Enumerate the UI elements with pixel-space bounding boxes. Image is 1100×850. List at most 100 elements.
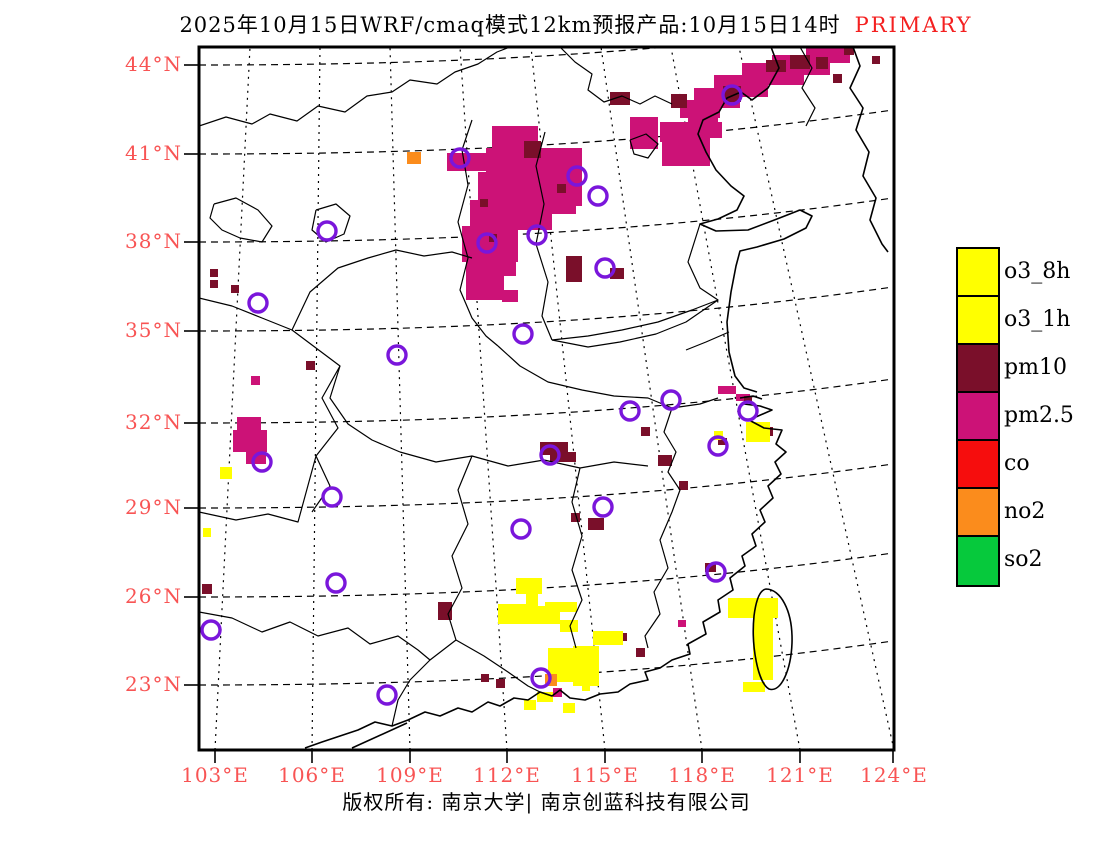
patch-pm10 <box>744 396 752 403</box>
lat-label-44n: 44°N <box>125 52 182 76</box>
page-title: 2025年10月15日WRF/cmaq模式12km预报产品:10月15日14时 P… <box>26 9 1100 39</box>
patch-o3 <box>560 620 578 632</box>
station-marker <box>200 619 222 641</box>
station-marker <box>316 220 338 242</box>
station-marker <box>376 684 398 706</box>
patch-pm10 <box>790 55 810 69</box>
lat-label-23n: 23°N <box>125 672 182 696</box>
station-marker <box>386 344 408 366</box>
station-marker <box>251 451 273 473</box>
patch-pm10 <box>658 455 672 466</box>
legend-swatch-o3-1h <box>956 295 1000 347</box>
lon-label-124e: 124°E <box>860 763 928 787</box>
patch-pm10 <box>679 481 688 490</box>
lat-label-35n: 35°N <box>125 318 182 342</box>
legend-label-no2: no2 <box>1004 499 1046 524</box>
legend-label-so2: so2 <box>1004 547 1043 572</box>
patch-pm10 <box>844 47 854 55</box>
patch-o3 <box>593 631 623 645</box>
patch-pm10 <box>718 438 727 445</box>
patch-pm10 <box>610 92 630 105</box>
station-marker <box>530 667 552 689</box>
patch-pm25 <box>502 290 518 302</box>
lon-label-112e: 112°E <box>473 763 541 787</box>
station-marker <box>321 486 343 508</box>
lat-label-32n: 32°N <box>125 410 182 434</box>
legend-swatch-pm25 <box>956 391 1000 443</box>
patch-pm10 <box>480 199 488 207</box>
station-marker <box>449 147 471 169</box>
patch-pm10 <box>496 679 505 688</box>
patch-pm25 <box>700 122 722 138</box>
patch-pm25 <box>233 430 267 452</box>
lat-label-29n: 29°N <box>125 495 182 519</box>
copyright-text: 版权所有: 南京大学| 南京创蓝科技有限公司 <box>342 790 751 814</box>
patch-pm10 <box>705 563 716 572</box>
patch-pm10 <box>481 674 489 682</box>
legend-label-pm25: pm2.5 <box>1004 403 1074 428</box>
lat-label-26n: 26°N <box>125 584 182 608</box>
latitude-ticks <box>184 64 199 686</box>
patch-o3 <box>753 616 773 680</box>
patch-pm10 <box>231 285 239 293</box>
patch-pm10 <box>571 513 580 522</box>
lat-label-38n: 38°N <box>125 229 182 253</box>
station-marker <box>594 257 616 279</box>
station-marker <box>707 435 729 457</box>
station-marker <box>247 292 269 314</box>
title-pollutant-tag: PRIMARY <box>854 13 973 37</box>
lon-label-118e: 118°E <box>668 763 736 787</box>
patch-pm10 <box>641 427 650 436</box>
patch-pm25 <box>662 138 710 166</box>
patch-o3 <box>743 682 765 692</box>
legend-swatch-no2 <box>956 487 1000 539</box>
station-marker <box>660 389 682 411</box>
legend-label-o3-8h: o3_8h <box>1004 259 1071 284</box>
lon-label-121e: 121°E <box>766 763 834 787</box>
patch-pm10 <box>210 280 218 288</box>
station-marker <box>619 400 641 422</box>
patch-pm25 <box>490 252 516 276</box>
patch-o3 <box>220 467 232 479</box>
station-marker <box>526 224 548 246</box>
station-marker <box>587 185 609 207</box>
patch-pm25 <box>237 417 261 433</box>
title-text: 2025年10月15日WRF/cmaq模式12km预报产品:10月15日14时 <box>179 13 841 37</box>
station-marker <box>721 84 743 106</box>
latitude-gridlines <box>199 47 894 686</box>
legend-label-pm10: pm10 <box>1004 355 1067 380</box>
station-markers <box>200 84 759 706</box>
patch-pm25 <box>251 376 260 385</box>
map-frame <box>197 45 896 752</box>
patch-pm10 <box>524 141 541 158</box>
legend-swatch-co <box>956 439 1000 491</box>
patch-pm10 <box>833 74 842 83</box>
patch-pm10 <box>306 361 315 370</box>
legend-label-co: co <box>1004 451 1030 476</box>
patch-o3 <box>563 703 575 713</box>
patch-pm25 <box>718 386 736 394</box>
station-marker <box>705 561 727 583</box>
patch-pm10 <box>636 648 645 657</box>
station-marker <box>325 572 347 594</box>
station-marker <box>476 232 498 254</box>
patch-pm10 <box>557 184 566 193</box>
legend-label-o3-1h: o3_1h <box>1004 307 1071 332</box>
patch-o3 <box>203 528 211 537</box>
patch-pm10 <box>210 269 218 277</box>
patch-pm25 <box>678 620 686 627</box>
patch-pm10 <box>766 60 786 72</box>
patch-pm10 <box>202 584 212 594</box>
legend-swatch-o3-8h <box>956 247 1000 299</box>
patch-o3 <box>573 646 599 686</box>
patch-pm25 <box>660 122 704 142</box>
patch-pm10 <box>550 452 576 462</box>
legend-swatch-so2 <box>956 535 1000 587</box>
patch-o3 <box>524 700 536 710</box>
patch-o3 <box>545 602 577 612</box>
patch-pm10 <box>816 57 828 69</box>
station-marker <box>737 400 759 422</box>
lon-label-106e: 106°E <box>278 763 346 787</box>
longitude-ticks <box>214 750 894 763</box>
